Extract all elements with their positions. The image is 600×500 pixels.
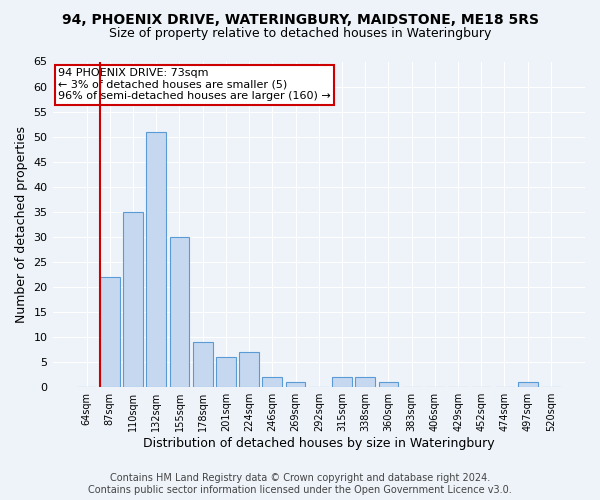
Bar [239,352,259,387]
Bar [355,377,375,387]
Bar [262,377,282,387]
Bar [518,382,538,387]
Bar [100,277,119,387]
Text: 94 PHOENIX DRIVE: 73sqm
← 3% of detached houses are smaller (5)
96% of semi-deta: 94 PHOENIX DRIVE: 73sqm ← 3% of detached… [58,68,331,101]
Bar [146,132,166,387]
Y-axis label: Number of detached properties: Number of detached properties [15,126,28,323]
X-axis label: Distribution of detached houses by size in Wateringbury: Distribution of detached houses by size … [143,437,494,450]
Bar [216,357,236,387]
Bar [379,382,398,387]
Bar [170,237,190,387]
Bar [193,342,212,387]
Bar [332,377,352,387]
Bar [286,382,305,387]
Text: Contains HM Land Registry data © Crown copyright and database right 2024.
Contai: Contains HM Land Registry data © Crown c… [88,474,512,495]
Text: 94, PHOENIX DRIVE, WATERINGBURY, MAIDSTONE, ME18 5RS: 94, PHOENIX DRIVE, WATERINGBURY, MAIDSTO… [62,12,539,26]
Text: Size of property relative to detached houses in Wateringbury: Size of property relative to detached ho… [109,28,491,40]
Bar [123,212,143,387]
